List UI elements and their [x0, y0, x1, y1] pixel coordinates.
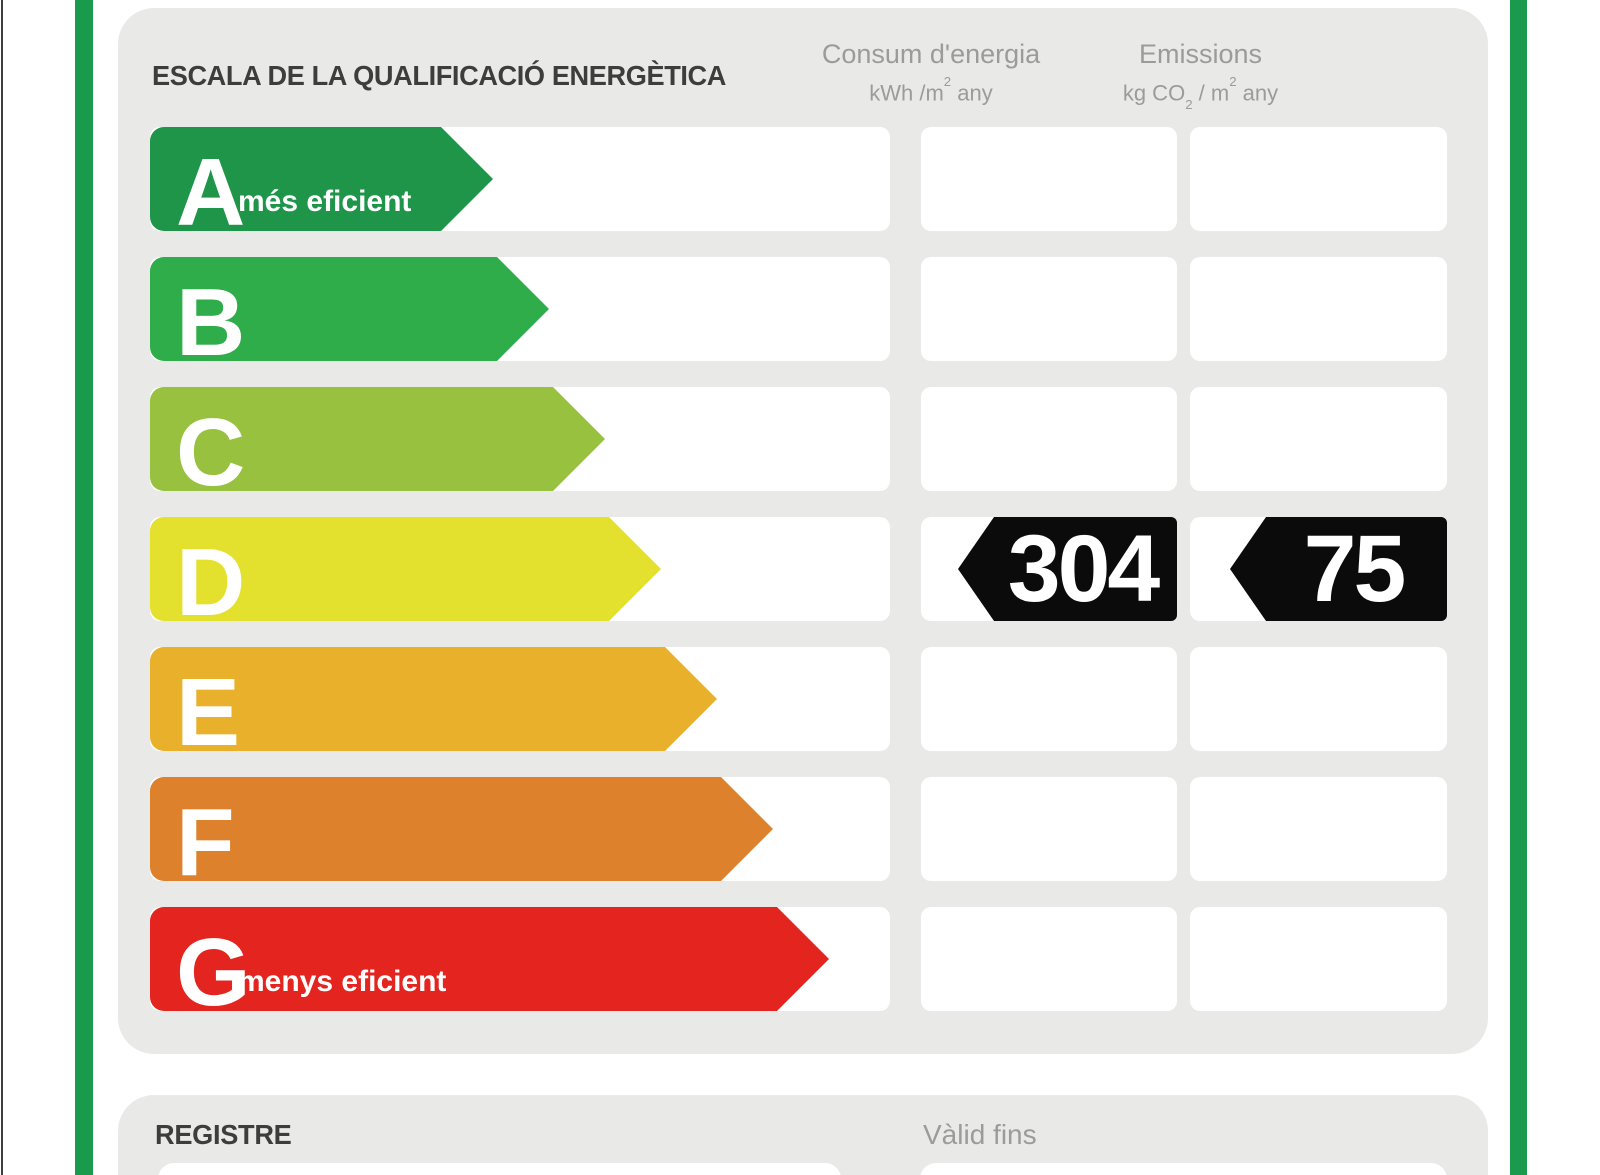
consumption-value: 304: [1007, 515, 1161, 622]
consumption-cell: [921, 257, 1177, 361]
consumption-header-unit: kWh /m2 any: [869, 74, 993, 106]
rating-row-f: F: [150, 777, 1447, 881]
emissions-cell: [1190, 127, 1447, 231]
rating-letter: F: [176, 789, 235, 896]
registry-label: REGISTRE: [155, 1119, 292, 1150]
emissions-cell: [1190, 907, 1447, 1011]
rating-letter: D: [176, 529, 246, 636]
rating-letter: B: [176, 269, 246, 376]
emissions-value: 75: [1303, 515, 1407, 622]
emissions-column-header: Emissions kg CO2 / m2 any: [1072, 36, 1329, 118]
rating-row-g: G menys eficient: [150, 907, 1447, 1011]
emissions-value-arrow: 75: [1230, 517, 1447, 621]
rating-bar-track: A més eficient: [150, 127, 890, 231]
consumption-header-title: Consum d'energia: [821, 39, 1041, 69]
emissions-cell: [1190, 257, 1447, 361]
consumption-cell: [921, 387, 1177, 491]
rating-row-d: D 304 75: [150, 517, 1447, 621]
rating-arrow-a: A més eficient: [150, 127, 493, 231]
consumption-cell: [921, 777, 1177, 881]
rating-arrow-g: G menys eficient: [150, 907, 829, 1011]
consumption-cell: [921, 647, 1177, 751]
rating-arrow-b: B: [150, 257, 549, 361]
consumption-cell: 304: [921, 517, 1177, 621]
rating-arrow-e: E: [150, 647, 717, 751]
rating-arrow-d: D: [150, 517, 661, 621]
rating-bar-track: E: [150, 647, 890, 751]
rating-sublabel: menys eficient: [238, 965, 447, 998]
emissions-header-title: Emissions: [1138, 39, 1263, 69]
emissions-cell: [1190, 387, 1447, 491]
registry-panel: REGISTRE Vàlid fins: [118, 1095, 1488, 1175]
energy-scale-panel: ESCALA DE LA QUALIFICACIÓ ENERGÈTICA Con…: [118, 8, 1488, 1054]
rating-row-a: A més eficient: [150, 127, 1447, 231]
rating-bar-track: D: [150, 517, 890, 621]
rating-arrow-c: C: [150, 387, 605, 491]
rating-letter: E: [176, 659, 241, 766]
rating-letter: A: [176, 139, 246, 246]
rating-bar-track: B: [150, 257, 890, 361]
valid-until-value-cell: [920, 1163, 1447, 1175]
consumption-value-arrow: 304: [958, 517, 1177, 621]
scale-title: ESCALA DE LA QUALIFICACIÓ ENERGÈTICA: [152, 60, 727, 91]
rating-row-e: E: [150, 647, 1447, 751]
consumption-cell: [921, 127, 1177, 231]
rating-letter: C: [176, 399, 246, 506]
rating-row-c: C: [150, 387, 1447, 491]
rating-sublabel: més eficient: [238, 185, 412, 218]
consumption-cell: [921, 907, 1177, 1011]
page-left-rule: [1, 0, 3, 1175]
rating-bar-track: F: [150, 777, 890, 881]
rating-bar-track: G menys eficient: [150, 907, 890, 1011]
green-border-left: [75, 0, 93, 1175]
emissions-header-unit: kg CO2 / m2 any: [1122, 74, 1279, 113]
rating-bar-track: C: [150, 387, 890, 491]
emissions-cell: [1190, 647, 1447, 751]
rating-rows: A més eficient B: [150, 127, 1447, 1037]
emissions-cell: 75: [1190, 517, 1447, 621]
emissions-cell: [1190, 777, 1447, 881]
valid-until-label: Vàlid fins: [923, 1119, 1037, 1150]
rating-arrow-f: F: [150, 777, 773, 881]
consumption-column-header: Consum d'energia kWh /m2 any: [803, 36, 1059, 109]
green-border-right: [1510, 0, 1527, 1175]
registry-value-cell: [158, 1163, 841, 1175]
rating-row-b: B: [150, 257, 1447, 361]
rating-letter: G: [176, 919, 251, 1026]
